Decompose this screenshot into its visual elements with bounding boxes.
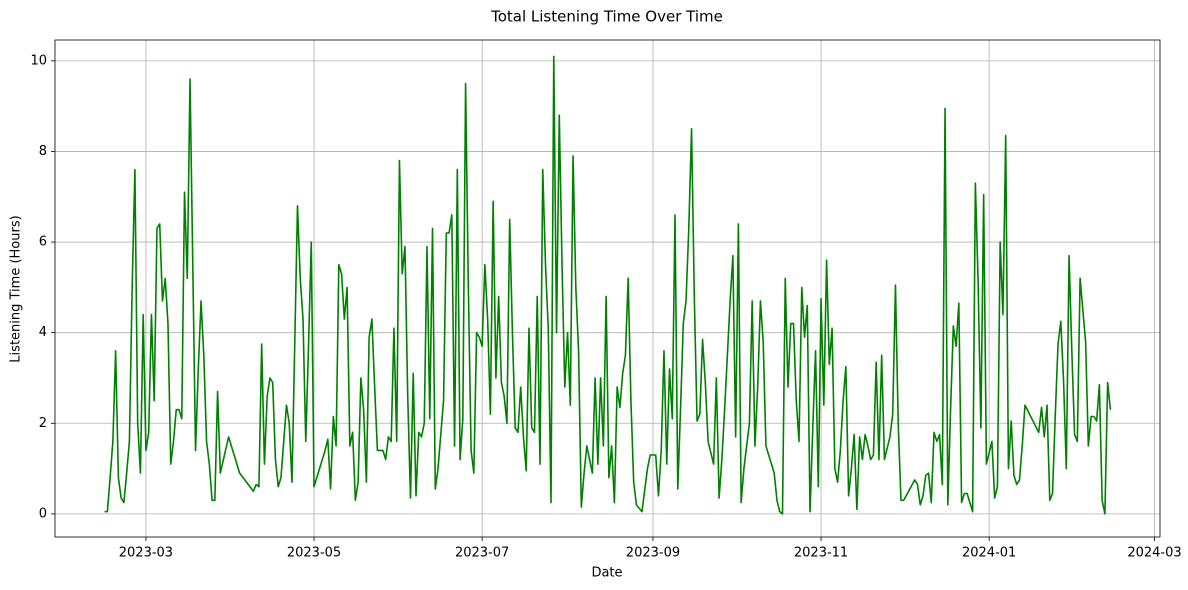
y-tick-label: 0 (39, 506, 47, 521)
line-series (104, 55, 1112, 515)
x-axis-label: Date (591, 566, 622, 581)
x-tick-label: 2024-01 (962, 546, 1016, 561)
y-tick-label: 2 (39, 416, 47, 431)
x-tick-label: 2024-03 (1127, 546, 1181, 561)
y-tick-label: 6 (39, 235, 47, 250)
x-tick-label: 2023-11 (794, 546, 848, 561)
x-tick-label: 2023-05 (287, 546, 341, 561)
y-tick-label: 4 (39, 325, 47, 340)
y-tick-label: 8 (39, 144, 47, 159)
y-tick-label: 10 (30, 53, 47, 68)
x-tick-label: 2023-03 (119, 546, 173, 561)
x-tick-label: 2023-09 (626, 546, 680, 561)
chart-title: Total Listening Time Over Time (490, 8, 723, 26)
y-axis-label: Listening Time (Hours) (9, 215, 24, 362)
plot-frame (54, 39, 1161, 538)
x-tick-label: 2023-07 (455, 546, 509, 561)
